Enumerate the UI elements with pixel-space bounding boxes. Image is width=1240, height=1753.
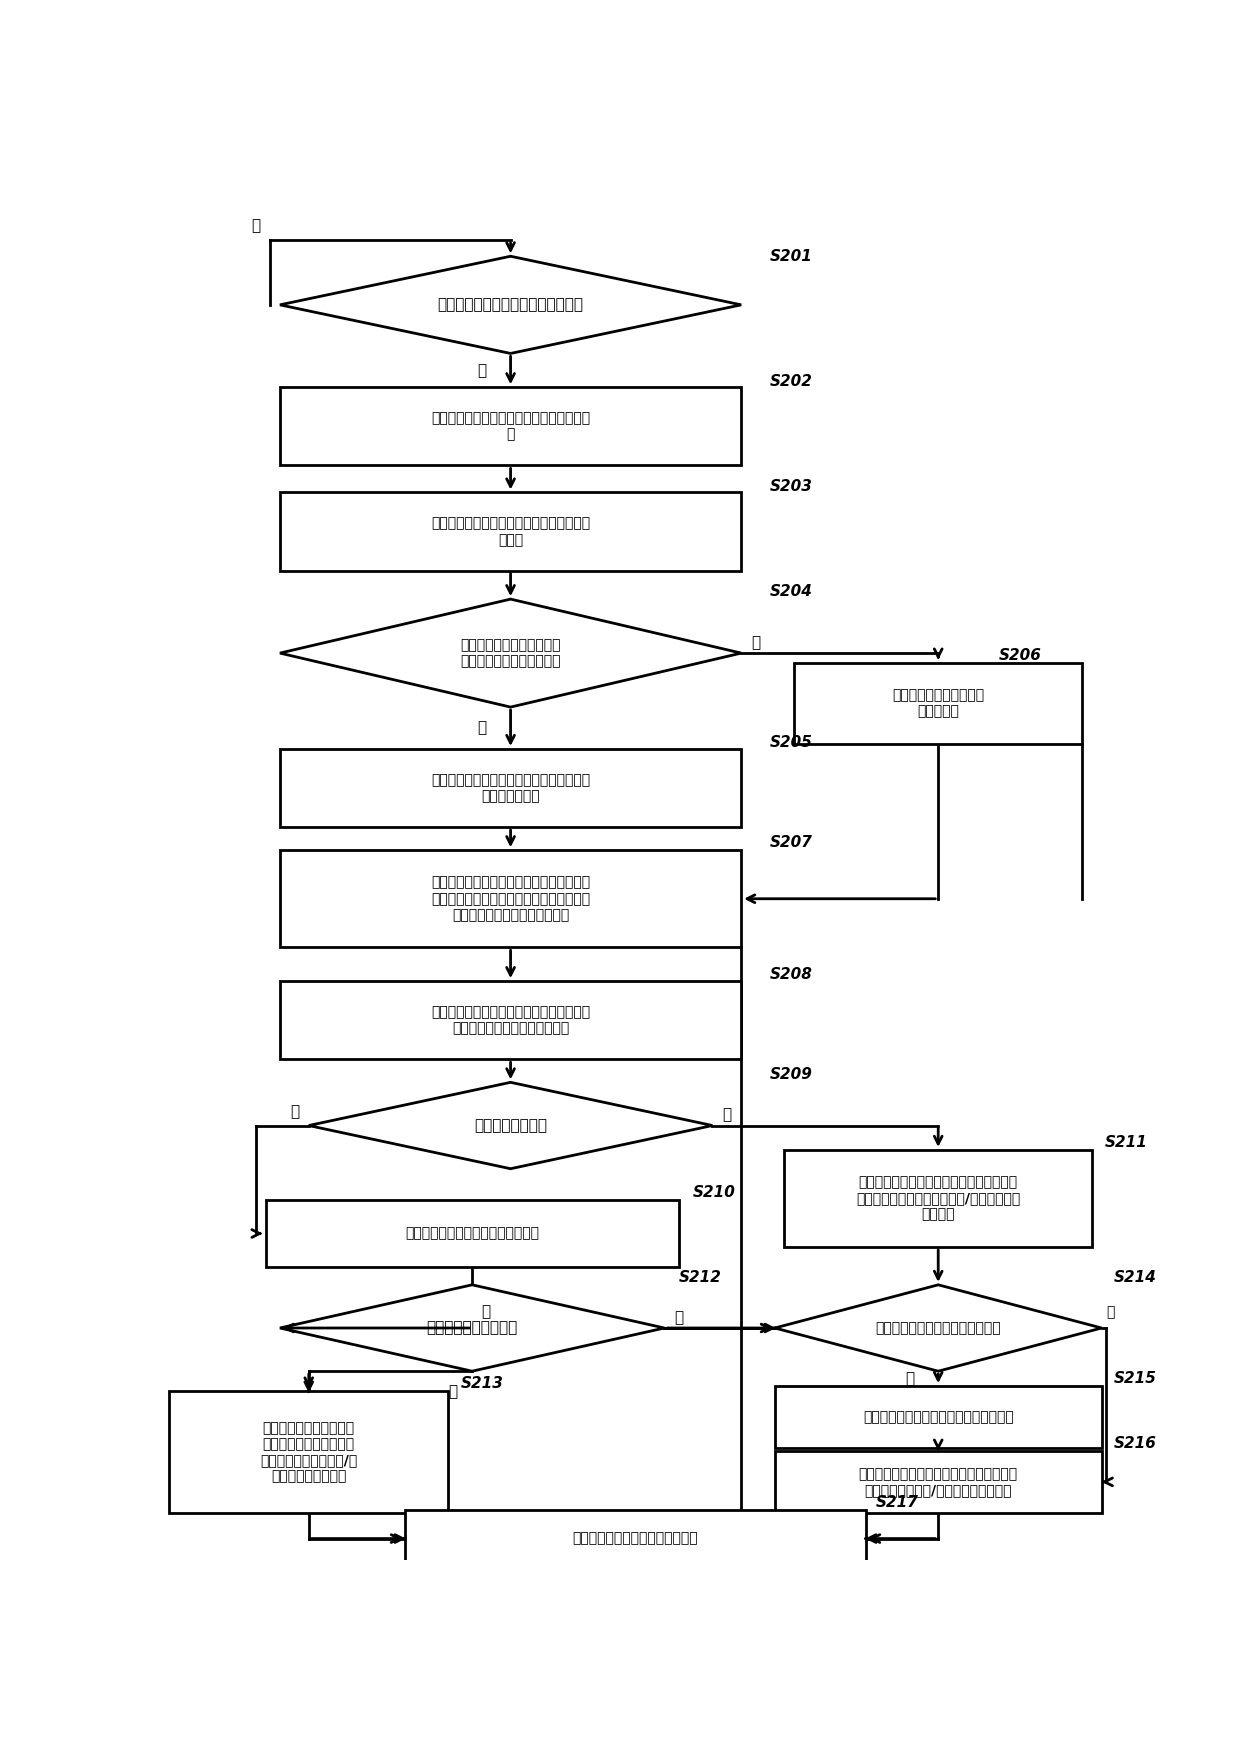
FancyBboxPatch shape [170, 1392, 448, 1513]
FancyBboxPatch shape [280, 387, 742, 466]
FancyBboxPatch shape [794, 663, 1083, 743]
Text: S207: S207 [770, 834, 813, 850]
Text: 网络注册是否成功: 网络注册是否成功 [474, 1118, 547, 1132]
Text: 否: 否 [481, 1304, 491, 1320]
Text: S215: S215 [1114, 1371, 1157, 1387]
FancyBboxPatch shape [265, 1199, 678, 1267]
Text: S213: S213 [460, 1376, 503, 1392]
Text: S206: S206 [998, 647, 1042, 663]
Text: S217: S217 [875, 1495, 919, 1511]
Text: 所述应用处理器记录当前的位置信息: 所述应用处理器记录当前的位置信息 [405, 1227, 539, 1241]
Text: 否: 否 [1106, 1304, 1115, 1318]
Text: S208: S208 [770, 968, 813, 982]
FancyBboxPatch shape [404, 1511, 866, 1567]
Polygon shape [280, 1285, 665, 1371]
FancyBboxPatch shape [280, 493, 742, 571]
Text: 否: 否 [252, 219, 260, 233]
Text: 内存访问错误的异常原因是已上报: 内存访问错误的异常原因是已上报 [875, 1322, 1001, 1336]
Text: 所述调制解调器指示应用处理器处理本次异
常: 所述调制解调器指示应用处理器处理本次异 常 [432, 412, 590, 442]
Text: 是: 是 [905, 1371, 914, 1387]
FancyBboxPatch shape [775, 1387, 1101, 1448]
Text: 否: 否 [722, 1108, 732, 1122]
Polygon shape [280, 256, 742, 354]
Text: S214: S214 [1114, 1269, 1157, 1285]
Text: 是: 是 [290, 1104, 299, 1120]
Polygon shape [309, 1082, 712, 1169]
FancyBboxPatch shape [775, 1451, 1101, 1513]
Text: S205: S205 [770, 735, 813, 750]
Text: S201: S201 [770, 249, 813, 265]
Text: 否: 否 [675, 1309, 683, 1325]
Text: 所述应用处理器恢复所述
支持的多个协议栈中的默
认协议栈的开关状态和/或
复位所述调制解调器: 所述应用处理器恢复所述 支持的多个协议栈中的默 认协议栈的开关状态和/或 复位所… [260, 1422, 357, 1483]
Text: 位置信息是否发生变化: 位置信息是否发生变化 [427, 1320, 518, 1336]
Polygon shape [280, 600, 742, 706]
Text: 获取所述内存访问错误的异常原因和日志: 获取所述内存访问错误的异常原因和日志 [863, 1409, 1013, 1423]
Text: 是: 是 [477, 363, 486, 379]
FancyBboxPatch shape [280, 850, 742, 947]
Text: 是: 是 [477, 720, 486, 736]
Text: 所述应用处理器复位所述
调制解调器: 所述应用处理器复位所述 调制解调器 [892, 687, 985, 719]
Text: 否: 否 [751, 635, 760, 650]
Text: S210: S210 [693, 1185, 737, 1199]
Polygon shape [775, 1285, 1101, 1371]
Text: 所述应用处理器确定所述内存访问错误的异
常原因: 所述应用处理器确定所述内存访问错误的异 常原因 [432, 517, 590, 547]
Text: 调制解调器是否检测到内存访问错误: 调制解调器是否检测到内存访问错误 [438, 298, 584, 312]
Text: S212: S212 [678, 1269, 722, 1285]
FancyBboxPatch shape [280, 982, 742, 1059]
Text: S209: S209 [770, 1068, 813, 1082]
Text: S202: S202 [770, 373, 813, 389]
Text: 所述应用处理器开启所述第二协议栈，并使
用所述第二协议栈进行网络注册: 所述应用处理器开启所述第二协议栈，并使 用所述第二协议栈进行网络注册 [432, 1004, 590, 1036]
Text: S204: S204 [770, 584, 813, 600]
Text: 将所述异常原因、所述当前的位置信息和日
志上报给网络侧和/或显示所述异常原因: 将所述异常原因、所述当前的位置信息和日 志上报给网络侧和/或显示所述异常原因 [858, 1467, 1018, 1497]
Text: 是: 是 [449, 1383, 458, 1399]
Text: S216: S216 [1114, 1436, 1157, 1451]
Text: 所述应用处理器恢复所述支持的多个协议栈
中的默认协议栈的开关状态和/或复位所述调
制解调器: 所述应用处理器恢复所述支持的多个协议栈 中的默认协议栈的开关状态和/或复位所述调… [856, 1175, 1021, 1222]
FancyBboxPatch shape [785, 1150, 1092, 1246]
Text: 所述应用处理器获取所述调制解调器当前使
用的第一协议栈: 所述应用处理器获取所述调制解调器当前使 用的第一协议栈 [432, 773, 590, 803]
FancyBboxPatch shape [280, 749, 742, 827]
Text: S203: S203 [770, 479, 813, 494]
Text: 预设时长内相同异常原因的
出现次数是否达到预设次数: 预设时长内相同异常原因的 出现次数是否达到预设次数 [460, 638, 560, 668]
Text: 所述应用处理器关闭所述第一协议栈，以及
从所述调制解调器支持的多个协议栈中选择
除所述第一协议栈的第二协议栈: 所述应用处理器关闭所述第一协议栈，以及 从所述调制解调器支持的多个协议栈中选择 … [432, 875, 590, 922]
Text: S211: S211 [1105, 1134, 1147, 1150]
Text: 所述应用处理器处理本次异常结束: 所述应用处理器处理本次异常结束 [573, 1532, 698, 1546]
